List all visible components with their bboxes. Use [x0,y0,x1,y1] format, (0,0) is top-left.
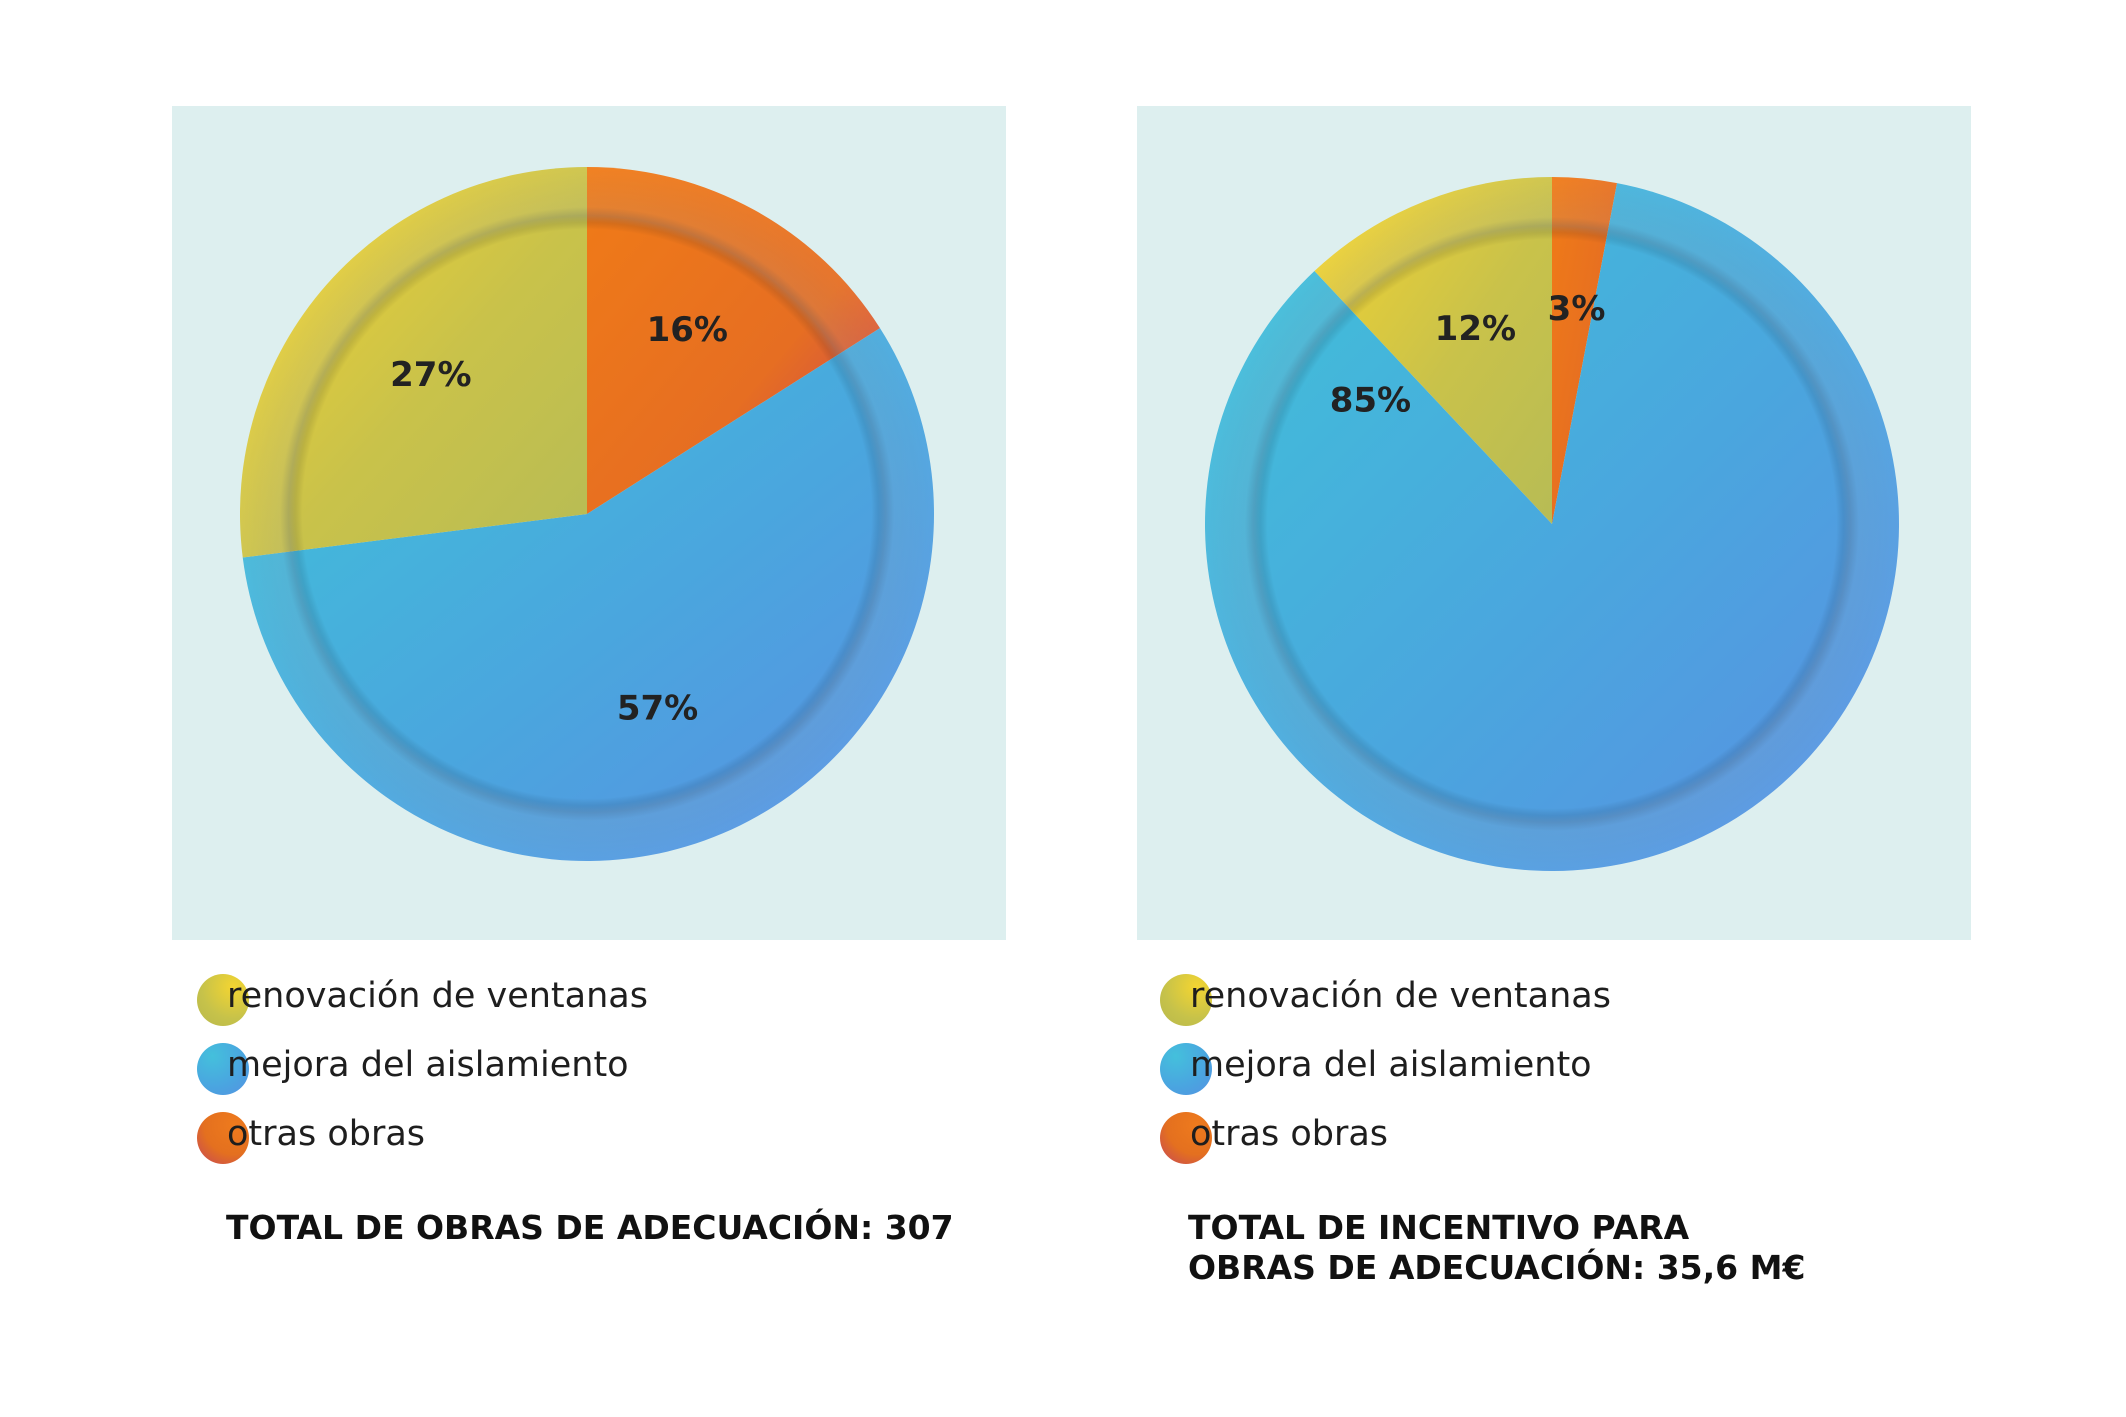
legend-label-otras: otras obras [1190,1114,1389,1154]
pie-chart-panel-obras: 16% 57% 27% [172,106,1006,940]
pie-chart-obras: 16% 57% 27% [239,167,934,861]
pie-chart-panel-incentivo: 3% 85% 12% [1137,106,1971,940]
legend-swatch-otras [1160,1112,1212,1164]
pie-chart-incentivo: 3% 85% 12% [1205,177,1899,871]
total-incentivo: TOTAL DE INCENTIVO PARA OBRAS DE ADECUAC… [1188,1208,1805,1288]
legend-label-aislamiento: mejora del aislamiento [227,1045,629,1085]
total-obras: TOTAL DE OBRAS DE ADECUACIÓN: 307 [226,1208,954,1247]
legend-swatch-aislamiento [1160,1043,1212,1095]
legend-swatch-ventanas [1160,974,1212,1026]
pie-outer-highlight [1205,177,1899,871]
pie-label-aislamiento: 57% [617,688,698,728]
total-incentivo-line-1: TOTAL DE INCENTIVO PARA [1188,1208,1690,1247]
pie-label-ventanas: 27% [390,355,471,395]
legend-label-ventanas: renovación de ventanas [1190,976,1611,1016]
pie-label-ventanas: 12% [1435,309,1516,349]
pie-label-otras: 3% [1548,289,1606,329]
legend-label-otras: otras obras [227,1114,426,1154]
legend-swatch-aislamiento [197,1043,249,1095]
legend-swatch-ventanas [197,974,249,1026]
pie-outer-highlight [240,167,934,861]
pie-label-aislamiento: 85% [1330,381,1411,421]
total-incentivo-line-2: OBRAS DE ADECUACIÓN: 35,6 M€ [1188,1248,1806,1287]
legend-label-ventanas: renovación de ventanas [227,976,648,1016]
legend-label-aislamiento: mejora del aislamiento [1190,1045,1592,1085]
pie-label-otras: 16% [647,310,728,350]
legend-swatch-otras [197,1112,249,1164]
